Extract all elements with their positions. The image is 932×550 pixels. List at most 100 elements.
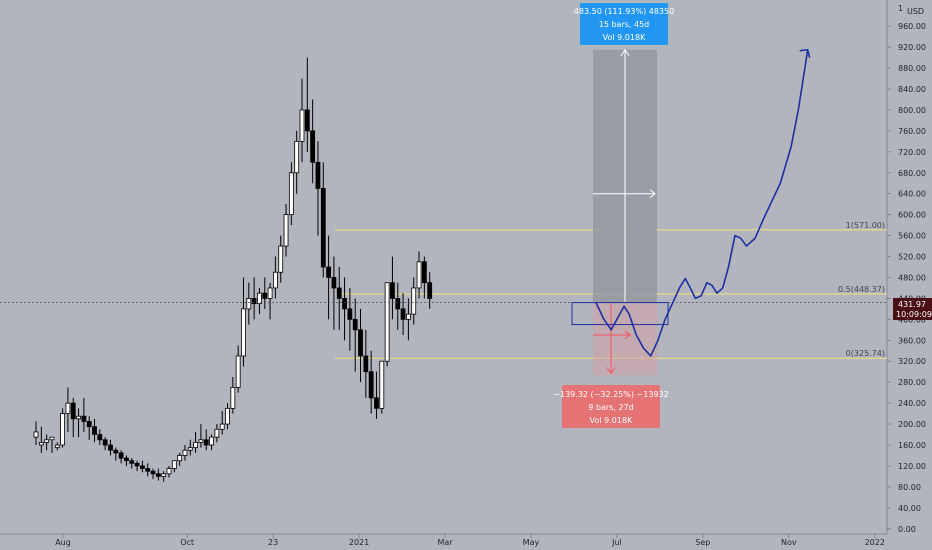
- candle-body: [193, 441, 199, 449]
- price-tick-label: 40.00: [898, 504, 921, 513]
- time-axis[interactable]: AugOct232021MarMayJulSepNov2022Mar: [0, 533, 932, 547]
- candle-body: [315, 161, 321, 189]
- price-tick-label: 320.00: [898, 357, 926, 366]
- candle-body: [139, 465, 145, 469]
- short-measure-line3: Vol 9.018K: [590, 416, 633, 425]
- candle-body: [44, 439, 50, 443]
- candle-body: [411, 287, 417, 315]
- candle-body: [283, 214, 289, 247]
- candle-body: [124, 457, 129, 462]
- time-tick-label: Sep: [695, 538, 710, 547]
- time-tick-label: 2021: [349, 538, 369, 547]
- candle-body: [294, 140, 300, 174]
- time-tick-label: Aug: [55, 538, 71, 547]
- candle-body: [363, 355, 369, 373]
- currency-label[interactable]: USD: [907, 7, 924, 16]
- projection-arrow-head: [799, 48, 811, 58]
- candle-body: [326, 266, 332, 278]
- candle-body: [38, 441, 44, 446]
- short-measure-line2: 9 bars, 27d: [588, 403, 633, 412]
- time-tick-label: 23: [268, 538, 278, 547]
- candle-body: [257, 292, 262, 305]
- candle-body: [379, 360, 385, 409]
- candle-body: [230, 387, 236, 409]
- candle-body: [187, 447, 193, 451]
- candle-body: [113, 449, 119, 454]
- candle-body: [145, 468, 151, 472]
- candle-body: [374, 397, 379, 409]
- candle-body: [171, 460, 177, 469]
- short-measure-label[interactable]: −139.32 (−32.25%) −13932 9 bars, 27d Vol…: [553, 385, 669, 428]
- candle-body: [358, 329, 363, 357]
- candle-body: [118, 452, 124, 459]
- projection-path[interactable]: [595, 49, 809, 357]
- candle-body: [421, 261, 427, 284]
- candle-body: [65, 402, 71, 414]
- current-price-tag: 431.97 10:09:09: [893, 298, 932, 320]
- fib-level-label: 1(571.00): [846, 221, 885, 230]
- candle-body: [384, 282, 390, 362]
- candle-body: [209, 436, 214, 446]
- fib-level-label: 0(325.74): [846, 349, 885, 358]
- price-tick-label: 600.00: [898, 211, 926, 220]
- candle-body: [33, 431, 39, 438]
- projection-drawing[interactable]: [571, 48, 811, 357]
- candle-body: [134, 462, 140, 467]
- time-tick-label: Jul: [611, 538, 622, 547]
- time-tick-label: Mar: [437, 538, 453, 547]
- candle-body: [235, 355, 241, 388]
- current-price-tag-bg: [893, 298, 932, 320]
- candle-body: [405, 313, 411, 320]
- candle-body: [347, 308, 353, 320]
- candle-body: [182, 449, 188, 456]
- candle-body: [102, 439, 108, 446]
- time-tick-label: 2022: [865, 538, 885, 547]
- long-measure-horizontal-arrow-head: [649, 189, 656, 199]
- candle-body: [427, 282, 433, 299]
- time-tick-label: Oct: [180, 538, 194, 547]
- price-tick-label: 720.00: [898, 148, 926, 157]
- price-tick-label: 200.00: [898, 420, 926, 429]
- short-measure-arrow-head: [606, 367, 616, 375]
- long-measure-arrow-head: [620, 48, 630, 57]
- candle-body: [177, 455, 183, 462]
- candle-body: [262, 292, 268, 299]
- candle-body: [219, 423, 225, 430]
- candle-body: [81, 415, 87, 422]
- long-measure-line3: Vol 9.018K: [603, 33, 646, 42]
- candle-body: [49, 436, 55, 441]
- long-measure-line2: 15 bars, 45d: [599, 20, 650, 29]
- price-tick-label: 360.00: [898, 336, 926, 345]
- candle-body: [155, 473, 161, 477]
- candle-body: [60, 413, 65, 446]
- short-measure-box: [562, 385, 660, 428]
- candle-body: [368, 371, 374, 399]
- candle-body: [400, 308, 406, 320]
- candle-body: [241, 308, 246, 357]
- candle-body: [198, 439, 204, 443]
- candle-body: [331, 277, 337, 289]
- candle-body: [225, 407, 230, 425]
- price-tick-label: 280.00: [898, 378, 926, 387]
- candle-body: [352, 318, 358, 331]
- candle-body: [390, 282, 395, 299]
- candle-body: [203, 439, 209, 446]
- price-tick-label: 640.00: [898, 190, 926, 199]
- price-tick-label: 560.00: [898, 232, 926, 241]
- candle-body: [320, 188, 326, 268]
- price-tick-label: 840.00: [898, 85, 926, 94]
- price-tick-label: 80.00: [898, 483, 921, 492]
- short-measure-line1: −139.32 (−32.25%) −13932: [553, 390, 668, 399]
- price-tick-label: 760.00: [898, 127, 926, 136]
- current-price-countdown: 10:09:09: [896, 310, 932, 319]
- candle-body: [108, 444, 113, 451]
- candlestick-series: [33, 57, 433, 482]
- long-measure-box: [580, 3, 668, 45]
- candle-body: [246, 298, 252, 310]
- candle-body: [92, 426, 97, 435]
- candle-body: [251, 298, 257, 305]
- measure-tools[interactable]: [593, 48, 657, 376]
- long-measure-label[interactable]: 483.50 (111.93%) 48350 15 bars, 45d Vol …: [574, 3, 674, 45]
